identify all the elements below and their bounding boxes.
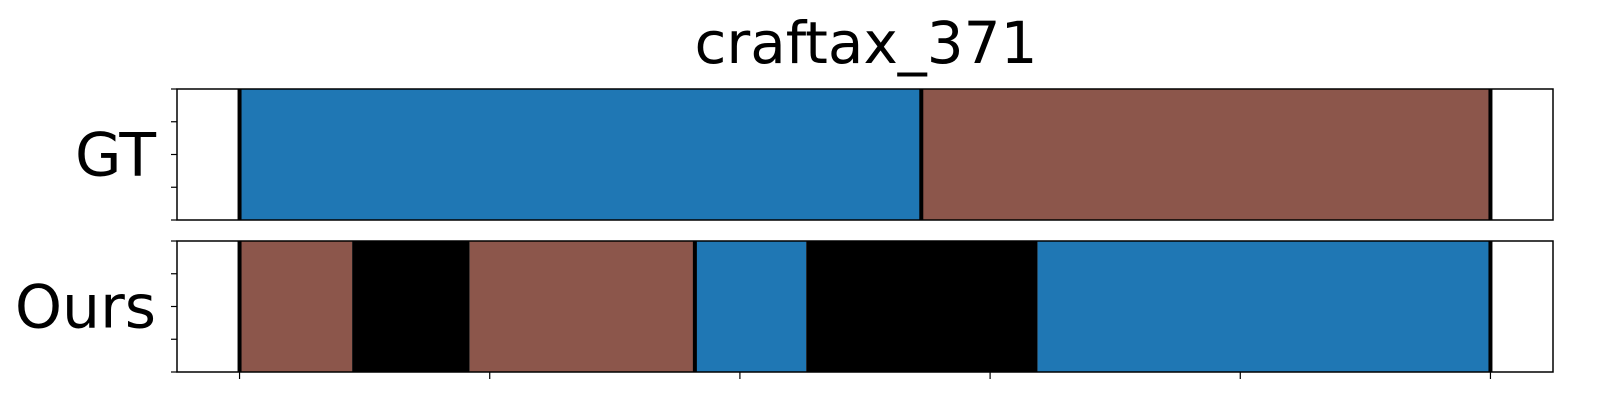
segment-ours-2 — [469, 241, 695, 372]
chart-title: craftax_371 — [695, 9, 1038, 77]
segment-ours-5 — [1037, 241, 1491, 372]
segment-gt-1 — [921, 89, 1491, 220]
segment-ours-1 — [352, 241, 470, 372]
row-label-gt: GT — [75, 121, 156, 191]
row-label-ours: Ours — [15, 273, 156, 343]
segment-ours-3 — [694, 241, 807, 372]
segment-ours-4 — [806, 241, 1038, 372]
segment-gt-0 — [239, 89, 922, 220]
segment-ours-0 — [239, 241, 353, 372]
